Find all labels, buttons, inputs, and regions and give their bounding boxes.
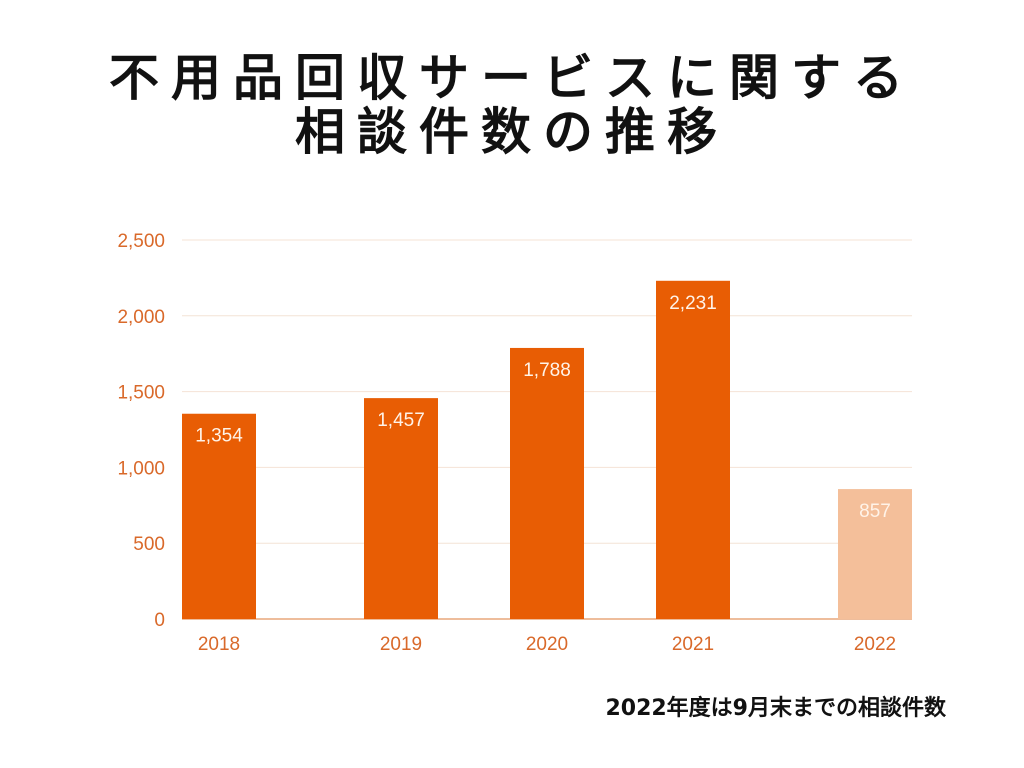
footnote: 2022年度は9月末までの相談件数 <box>605 696 946 721</box>
chart-title-line1: 不用品回収サービスに関する <box>109 49 915 107</box>
y-tick-label: 500 <box>133 534 165 555</box>
data-labels: 1,354 1,457 1,788 2,231 857 <box>195 293 891 522</box>
x-tick-label: 2018 <box>198 634 240 655</box>
chart-title-line2: 相談件数の推移 <box>295 103 729 161</box>
x-axis-ticks: 2018 2019 2020 2021 2022 <box>198 634 896 655</box>
bar-2018 <box>182 413 256 619</box>
y-tick-label: 2,000 <box>117 307 165 328</box>
x-tick-label: 2021 <box>672 634 714 655</box>
x-tick-label: 2020 <box>526 634 568 655</box>
data-label-2019: 1,457 <box>377 410 425 431</box>
bar-2019 <box>364 398 438 619</box>
y-tick-label: 0 <box>154 610 165 631</box>
x-tick-label: 2022 <box>854 634 896 655</box>
data-label-2018: 1,354 <box>195 426 243 447</box>
y-axis-ticks: 0 500 1,000 1,500 2,000 2,500 <box>117 231 165 631</box>
y-tick-label: 2,500 <box>117 231 165 252</box>
data-label-2021: 2,231 <box>669 293 717 314</box>
bar-2022 <box>838 489 912 619</box>
bar-2020 <box>510 347 584 619</box>
x-tick-label: 2019 <box>380 634 422 655</box>
data-label-2020: 1,788 <box>523 360 571 381</box>
bar-2021 <box>656 280 730 619</box>
data-label-2022: 857 <box>859 501 891 522</box>
y-tick-label: 1,500 <box>117 383 165 404</box>
y-tick-label: 1,000 <box>117 458 165 479</box>
bars <box>182 280 912 619</box>
